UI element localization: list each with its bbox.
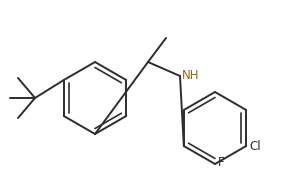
Text: F: F: [218, 156, 225, 169]
Text: Cl: Cl: [249, 141, 261, 154]
Text: NH: NH: [182, 69, 200, 82]
